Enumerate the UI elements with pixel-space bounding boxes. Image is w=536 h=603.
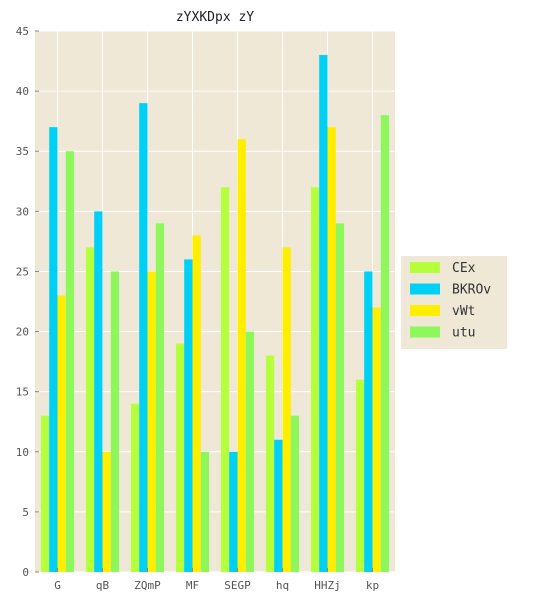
bar-utu-MF xyxy=(200,451,210,572)
bar-BKROv-kp xyxy=(364,271,373,572)
bar-CEx-HHZj xyxy=(310,187,320,573)
bar-BKROv-G xyxy=(49,127,58,572)
legend-label: BKROv xyxy=(452,283,491,298)
bar-CEx-SEGP xyxy=(220,187,230,573)
bar-utu-G xyxy=(65,151,75,572)
x-tick-label: G xyxy=(54,579,61,592)
bar-vWt-MF xyxy=(192,235,201,572)
bar-BKROv-hq xyxy=(274,439,283,572)
bar-BKROv-HHZj xyxy=(319,55,328,573)
x-tick-label: ZQmP xyxy=(134,579,161,592)
bar-vWt-ZQmP xyxy=(147,271,156,572)
bar-utu-qB xyxy=(110,271,120,572)
bar-CEx-qB xyxy=(85,247,95,572)
legend-swatch xyxy=(410,305,440,316)
legend-swatch xyxy=(410,326,440,338)
bar-BKROv-SEGP xyxy=(229,451,238,572)
legend: CEx BKROv vWt utu xyxy=(401,256,507,349)
x-tick-label: SEGP xyxy=(224,579,251,592)
bar-vWt-SEGP xyxy=(237,139,246,572)
bar-BKROv-qB xyxy=(94,211,103,573)
y-tick-label: 10 xyxy=(16,446,29,459)
bar-CEx-G xyxy=(40,415,50,572)
y-tick-label: 40 xyxy=(16,85,29,98)
bar-utu-ZQmP xyxy=(155,223,165,572)
x-tick-label: hq xyxy=(276,579,289,592)
legend-label: vWt xyxy=(452,304,475,319)
x-tick-label: MF xyxy=(186,579,199,592)
y-tick-label: 45 xyxy=(16,25,29,38)
bar-vWt-HHZj xyxy=(327,127,336,572)
y-tick-label: 25 xyxy=(16,265,29,278)
legend-label: CEx xyxy=(452,261,476,276)
legend-label: utu xyxy=(452,326,475,341)
chart-title: zYXKDpx zY xyxy=(176,10,254,25)
bar-BKROv-MF xyxy=(184,259,193,572)
bar-CEx-hq xyxy=(265,355,275,572)
bar-CEx-ZQmP xyxy=(130,403,140,572)
y-tick-label: 15 xyxy=(16,386,29,399)
y-tick-label: 5 xyxy=(22,506,29,519)
y-tick-label: 20 xyxy=(16,326,29,339)
legend-swatch xyxy=(410,262,440,273)
y-tick-label: 0 xyxy=(22,566,29,579)
x-tick-label: qB xyxy=(96,579,110,592)
bar-utu-hq xyxy=(290,415,300,572)
bar-CEx-kp xyxy=(355,379,365,572)
x-tick-label: HHZj xyxy=(314,579,341,592)
bar-vWt-hq xyxy=(282,247,291,572)
legend-swatch xyxy=(410,283,440,295)
axes: 0 5 10 15 20 25 30 35 40 45 G qB ZQmP MF SEGP hq HHZj kp xyxy=(16,25,379,592)
y-tick-label: 35 xyxy=(16,145,29,158)
bar-vWt-kp xyxy=(372,307,381,572)
bar-utu-HHZj xyxy=(335,223,345,572)
bar-utu-SEGP xyxy=(245,331,255,572)
bar-BKROv-ZQmP xyxy=(139,103,148,572)
bar-CEx-MF xyxy=(175,343,185,572)
bar-vWt-G xyxy=(57,295,66,572)
bars xyxy=(40,55,390,573)
y-tick-label: 30 xyxy=(16,205,29,218)
bar-utu-kp xyxy=(380,115,390,573)
x-tick-label: kp xyxy=(366,579,379,592)
bar-vWt-qB xyxy=(102,451,111,572)
